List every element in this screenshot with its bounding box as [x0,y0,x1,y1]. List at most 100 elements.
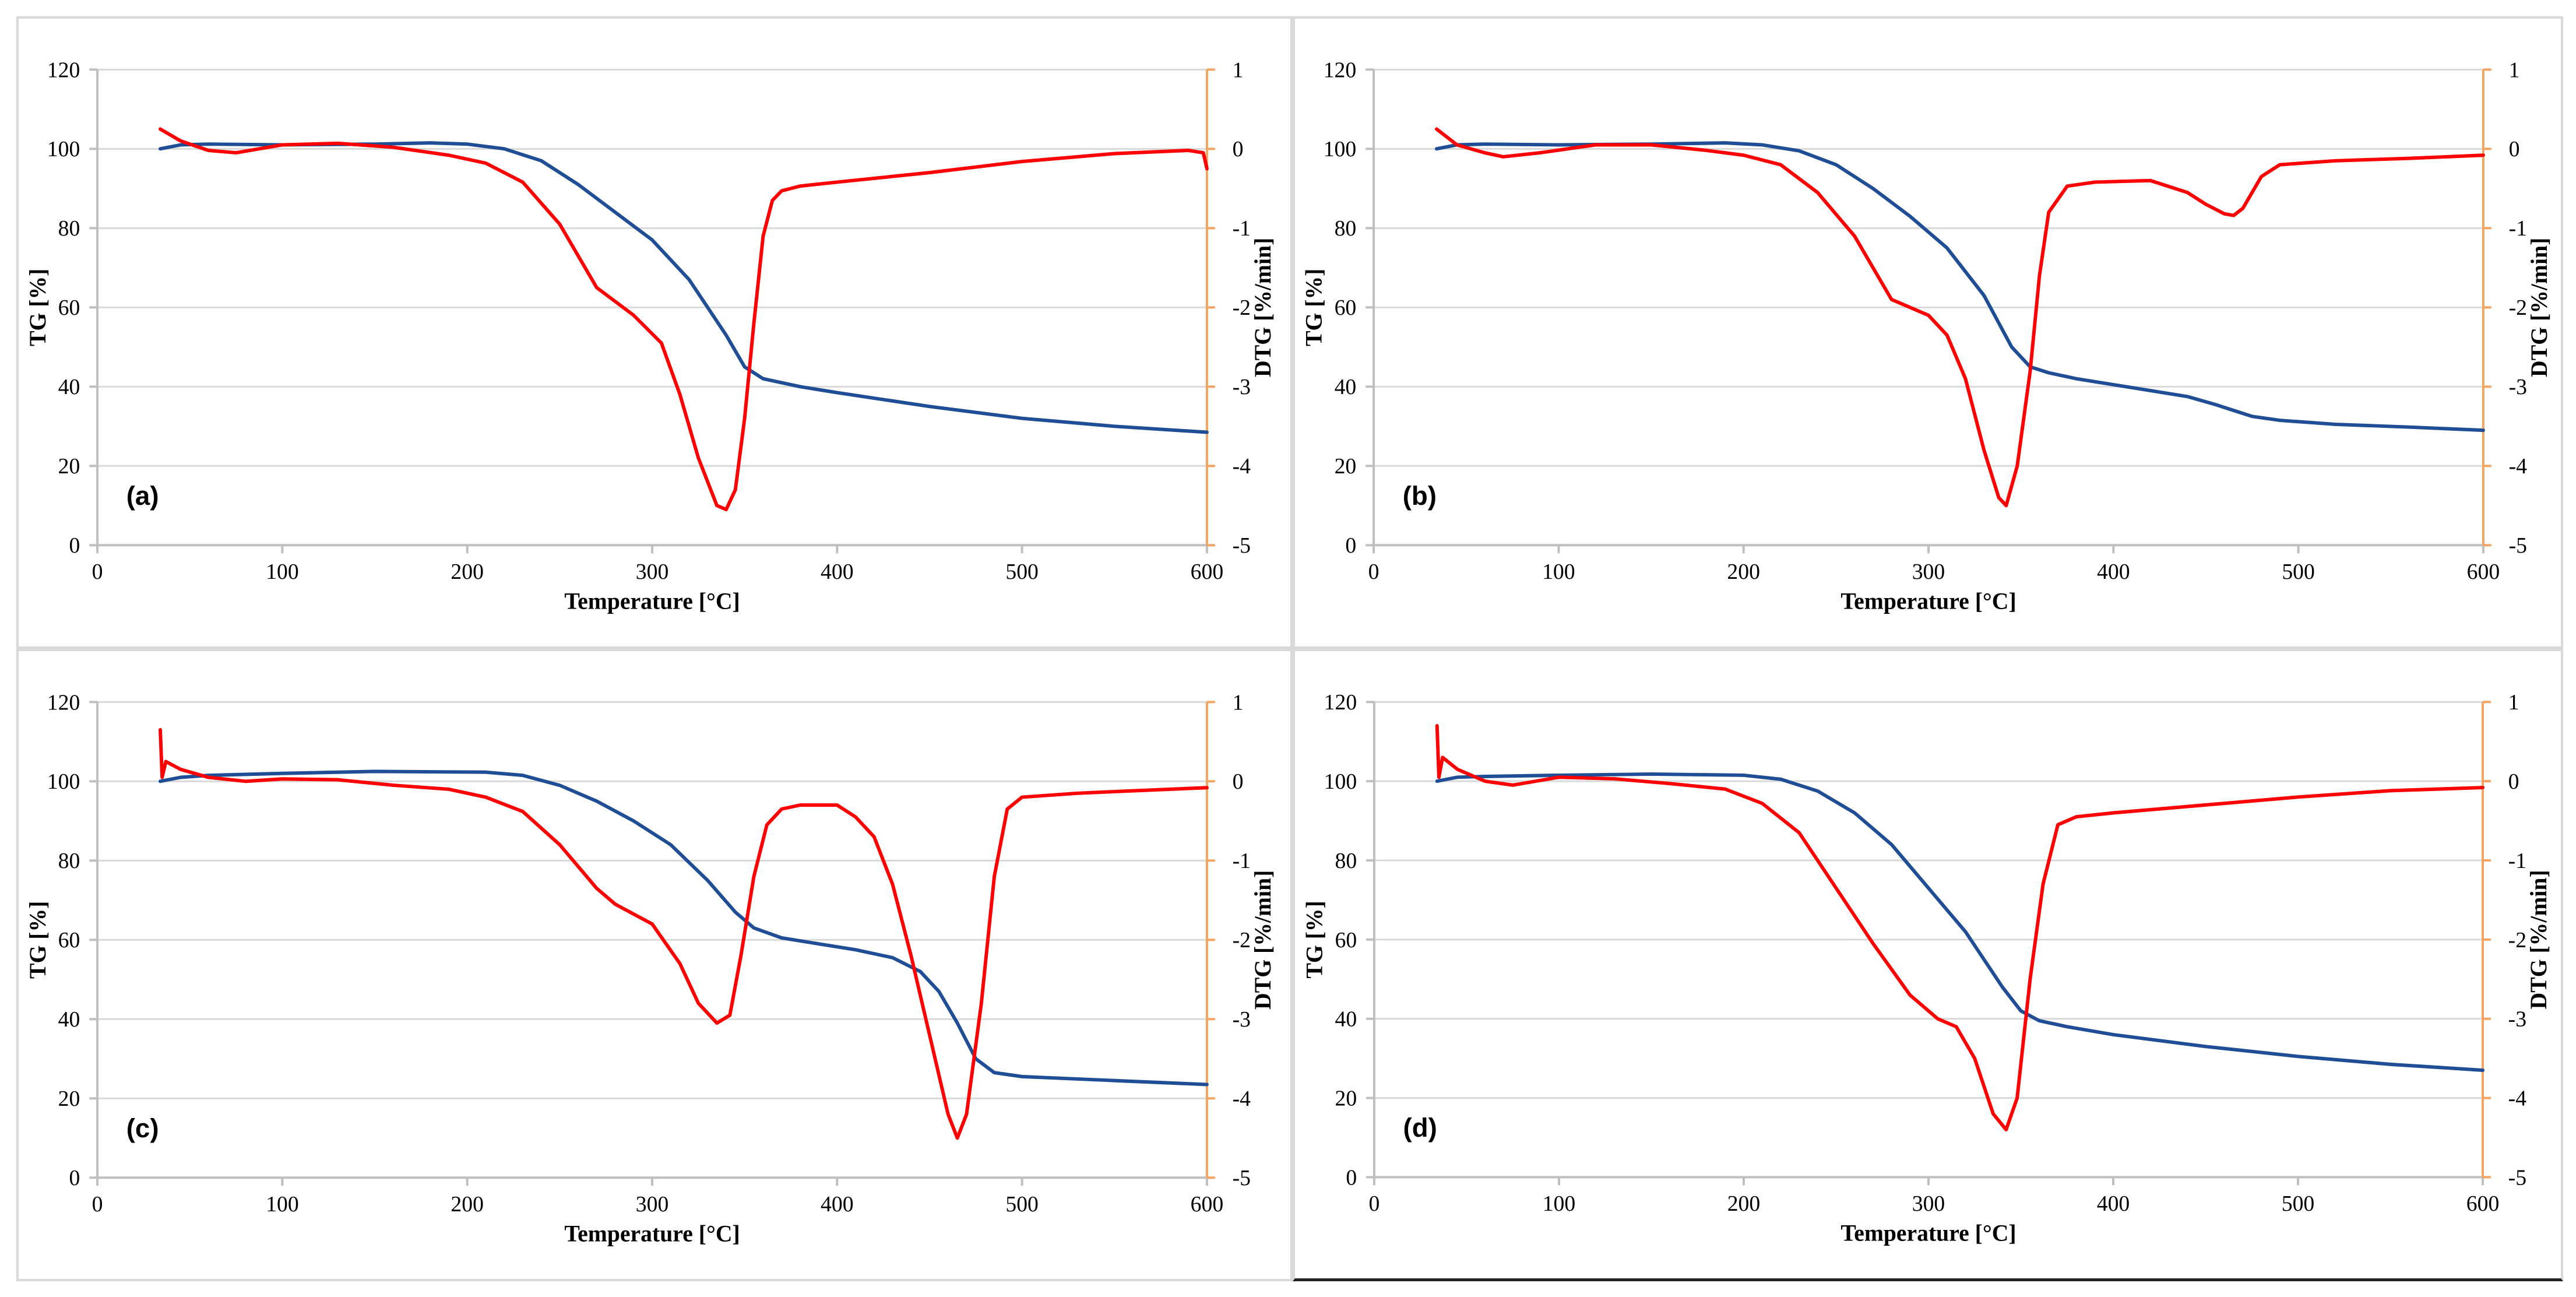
y2-tick-label: -4 [1233,1087,1251,1111]
y2-tick-label: -3 [1233,375,1251,399]
chart-c: 0 100 200 300 400 500 600 0 20 40 60 80 100 120 -5 -4 -3… [25,690,1276,1246]
x-tick-label: 600 [1191,560,1224,584]
y2-tick-label: -4 [2509,454,2528,479]
chart-d: 0 100 200 300 400 500 600 0 20 40 60 80 100 120 -5 -4 -3… [1302,690,2552,1246]
y-tick-label: 100 [47,137,80,161]
x-tick-label: 0 [1368,560,1380,584]
x-tick-label: 200 [1727,1191,1761,1216]
x-tick-label: 200 [451,560,484,584]
y-tick-label: 0 [1345,533,1356,558]
y2-tick-label: -3 [2509,375,2527,399]
y-tick-label: 0 [69,1166,80,1190]
x-tick-label: 0 [1369,1191,1380,1216]
y2-tick-label: -2 [2508,928,2526,952]
y2-axis-title: DTG [%/min] [2526,238,2552,377]
x-tick-label: 0 [92,560,103,584]
y2-tick-label: -1 [1233,849,1251,873]
y-tick-label: 100 [1324,137,1357,161]
y2-tick-label: 0 [2509,137,2520,161]
x-tick-label: 600 [2466,1191,2500,1216]
panel-label: (a) [126,481,159,511]
y2-tick-label: -1 [2509,216,2527,241]
y-tick-label: 0 [69,533,80,558]
x-tick-label: 500 [1005,1192,1039,1217]
panel-label: (d) [1403,1113,1437,1143]
y-tick-label: 20 [58,454,80,479]
chart-panel-b: 0 100 200 300 400 500 600 0 20 40 60 80 100 120 -5 -4 -3… [1293,16,2563,649]
y2-tick-label: 1 [2508,690,2519,715]
y2-tick-label: -3 [2508,1007,2526,1032]
y2-axis-title: DTG [%/min] [1250,870,1276,1010]
y-tick-label: 60 [1335,296,1357,320]
x-tick-label: 0 [92,1192,103,1217]
x-tick-label: 300 [1912,1191,1945,1216]
y2-tick-label: -2 [2509,296,2527,320]
y-tick-label: 60 [58,928,80,952]
y2-tick-label: 1 [1233,690,1244,715]
x-axis-title: Temperature [°C] [1840,588,2016,614]
series-line-dtg [159,127,1209,512]
y-tick-label: 40 [1335,375,1357,399]
x-tick-label: 500 [2282,560,2315,584]
y2-tick-label: 0 [2508,769,2519,794]
panel-label: (c) [126,1113,159,1143]
series-line-dtg [1435,724,2485,1131]
series-line-tg [1434,141,2485,433]
y2-tick-label: -5 [2508,1165,2526,1190]
chart-panel-d: 0 100 200 300 400 500 600 0 20 40 60 80 100 120 -5 -4 -3… [1293,649,2563,1281]
y2-tick-label: -1 [1233,216,1251,241]
series-line-tg [159,141,1209,434]
y2-tick-label: -1 [2508,849,2526,873]
y-axis-title: TG [%] [25,901,51,979]
y2-tick-label: -4 [2508,1086,2527,1110]
x-tick-label: 100 [266,560,299,584]
y-tick-label: 100 [47,769,80,794]
y-tick-label: 20 [1335,1086,1357,1110]
chart-panel-a: 0 100 200 300 400 500 600 0 20 40 60 80 100 120 -5 -4 -3… [16,16,1293,649]
y-tick-label: 120 [47,690,80,715]
y-tick-label: 0 [1346,1165,1357,1190]
y2-tick-label: 0 [1233,769,1244,794]
series-line-dtg [1434,127,2485,508]
y2-tick-label: -3 [1233,1007,1251,1032]
x-tick-label: 600 [2467,560,2500,584]
x-tick-label: 400 [821,1192,854,1217]
y2-tick-label: -5 [1233,1166,1251,1190]
y-tick-label: 100 [1324,769,1357,794]
series-line-tg [159,769,1209,1087]
y-tick-label: 80 [58,216,80,241]
y2-tick-label: -2 [1233,928,1251,952]
y2-tick-label: 1 [2509,58,2520,82]
y-tick-label: 80 [1335,849,1357,873]
x-tick-label: 500 [1005,560,1039,584]
x-axis-title: Temperature [°C] [1840,1221,2016,1246]
y-tick-label: 20 [1335,454,1357,479]
y-axis-title: TG [%] [1301,269,1327,346]
y-tick-label: 20 [58,1087,80,1111]
y-tick-label: 40 [1335,1007,1357,1032]
x-tick-label: 400 [2097,560,2130,584]
y-axis-title: TG [%] [25,269,51,346]
x-tick-label: 100 [1542,560,1575,584]
y2-tick-label: -4 [1233,454,1251,479]
x-axis-title: Temperature [°C] [564,588,740,614]
x-axis-title: Temperature [°C] [564,1221,740,1246]
x-tick-label: 300 [1912,560,1945,584]
y-tick-label: 60 [58,296,80,320]
x-tick-label: 400 [821,560,854,584]
x-tick-label: 600 [1191,1192,1224,1217]
y-tick-label: 40 [58,1007,80,1032]
y-tick-label: 120 [1324,58,1357,82]
x-tick-label: 300 [636,1192,669,1217]
y-tick-label: 120 [1324,690,1357,715]
chart-b: 0 100 200 300 400 500 600 0 20 40 60 80 100 120 -5 -4 -3… [1301,58,2552,614]
x-tick-label: 500 [2282,1191,2315,1216]
y-tick-label: 120 [47,58,80,82]
x-tick-label: 400 [2097,1191,2130,1216]
y2-tick-label: -2 [1233,296,1251,320]
x-tick-label: 300 [636,560,669,584]
x-tick-label: 100 [1543,1191,1576,1216]
x-tick-label: 200 [451,1192,484,1217]
x-tick-label: 200 [1727,560,1760,584]
y-axis-title: TG [%] [1302,901,1328,978]
